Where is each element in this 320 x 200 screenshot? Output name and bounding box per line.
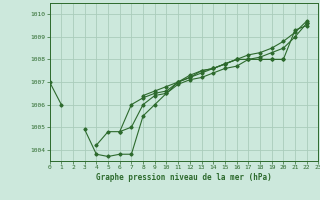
- X-axis label: Graphe pression niveau de la mer (hPa): Graphe pression niveau de la mer (hPa): [96, 173, 272, 182]
